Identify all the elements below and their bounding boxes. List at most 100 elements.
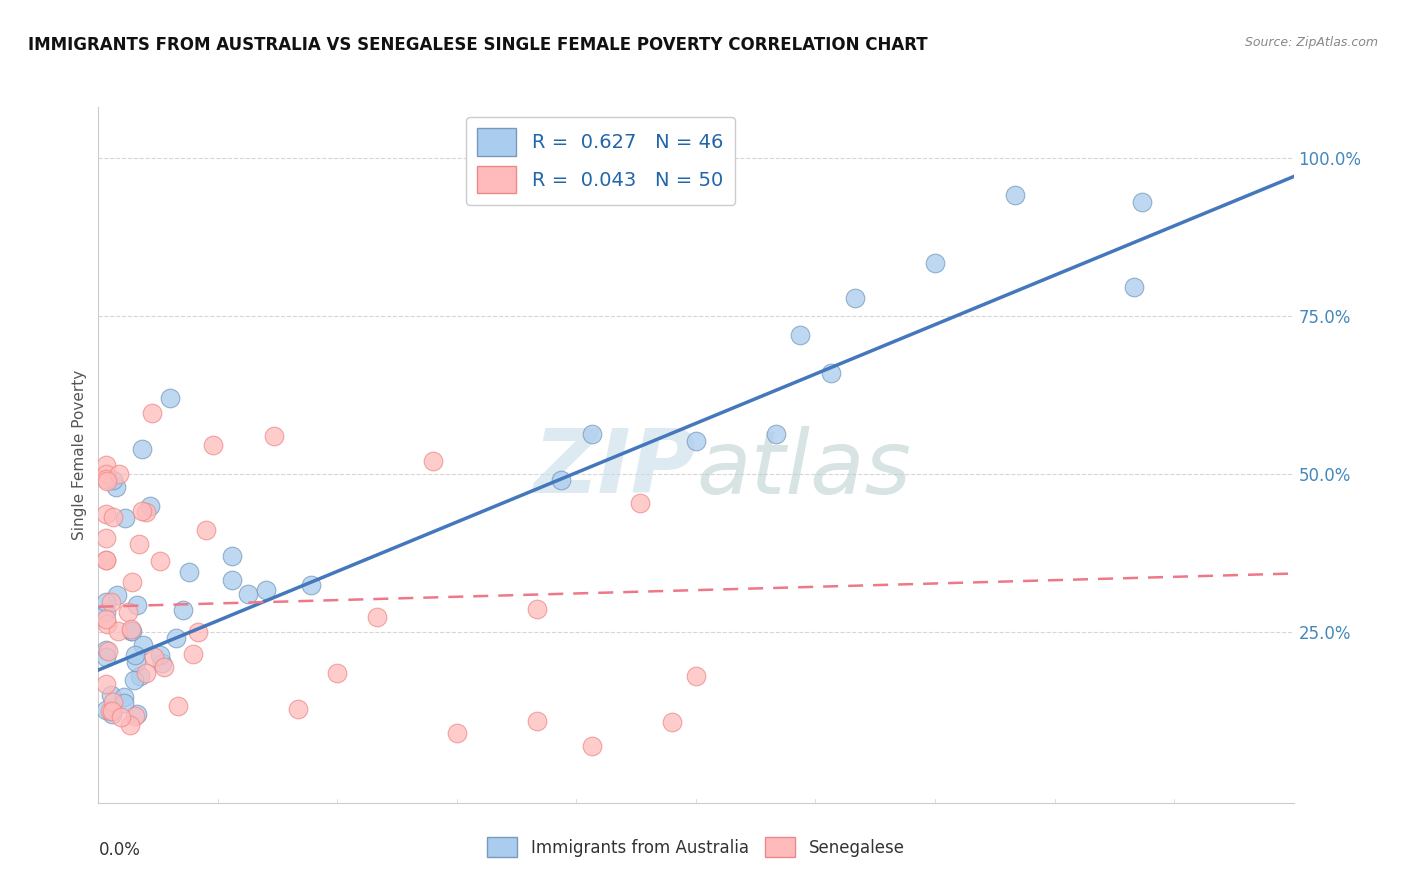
Point xyxy=(121,574,143,589)
Point xyxy=(96,677,118,691)
Point xyxy=(96,531,118,545)
Point xyxy=(150,656,173,670)
Point xyxy=(114,511,136,525)
Point xyxy=(112,690,135,705)
Point xyxy=(96,595,118,609)
Point xyxy=(124,708,146,723)
Point xyxy=(153,660,176,674)
Point xyxy=(101,704,124,718)
Point xyxy=(202,438,225,452)
Y-axis label: Single Female Poverty: Single Female Poverty xyxy=(72,370,87,540)
Point xyxy=(628,496,651,510)
Text: Source: ZipAtlas.com: Source: ZipAtlas.com xyxy=(1244,36,1378,49)
Point xyxy=(112,697,135,711)
Point xyxy=(167,698,190,713)
Point xyxy=(97,643,120,657)
Point xyxy=(96,474,118,488)
Point xyxy=(142,650,165,665)
Point xyxy=(299,577,322,591)
Point xyxy=(96,472,118,486)
Legend: Immigrants from Australia, Senegalese: Immigrants from Australia, Senegalese xyxy=(481,830,911,864)
Point xyxy=(100,594,122,608)
Point xyxy=(120,622,142,636)
Point xyxy=(131,442,153,456)
Point xyxy=(96,642,118,657)
Point xyxy=(96,650,118,665)
Point xyxy=(685,434,707,448)
Text: atlas: atlas xyxy=(696,425,911,512)
Point xyxy=(422,454,444,468)
Point xyxy=(254,583,277,598)
Point xyxy=(127,599,149,613)
Point xyxy=(820,366,842,380)
Point xyxy=(221,574,243,588)
Point xyxy=(236,587,259,601)
Point xyxy=(550,473,572,487)
Point xyxy=(765,426,787,441)
Point xyxy=(125,655,148,669)
Point xyxy=(96,612,118,626)
Point xyxy=(98,704,121,718)
Point xyxy=(789,327,811,342)
Point xyxy=(581,739,603,753)
Point xyxy=(96,703,118,717)
Point xyxy=(685,669,707,683)
Point xyxy=(121,624,143,638)
Point xyxy=(221,549,243,563)
Point xyxy=(141,406,163,420)
Point xyxy=(366,610,388,624)
Point xyxy=(104,479,127,493)
Point xyxy=(125,707,148,722)
Point xyxy=(661,714,683,729)
Point xyxy=(96,467,118,481)
Point xyxy=(128,536,150,550)
Point xyxy=(135,505,157,519)
Point xyxy=(100,688,122,702)
Text: 0.0%: 0.0% xyxy=(98,841,141,859)
Point xyxy=(326,665,349,680)
Point xyxy=(128,669,150,683)
Point xyxy=(287,702,309,716)
Point xyxy=(105,588,128,602)
Point xyxy=(108,467,131,482)
Point xyxy=(263,429,285,443)
Point xyxy=(96,617,118,632)
Point xyxy=(103,695,125,709)
Point xyxy=(149,648,172,663)
Point xyxy=(132,638,155,652)
Point xyxy=(526,602,548,616)
Point xyxy=(181,647,204,661)
Point xyxy=(581,426,603,441)
Point xyxy=(179,565,201,579)
Point xyxy=(1004,187,1026,202)
Point xyxy=(96,507,118,521)
Point xyxy=(159,391,181,405)
Point xyxy=(96,605,118,619)
Point xyxy=(1123,280,1146,294)
Text: ZIP: ZIP xyxy=(533,425,696,512)
Point xyxy=(526,714,548,728)
Point xyxy=(120,624,142,638)
Point xyxy=(96,553,118,567)
Point xyxy=(122,673,145,688)
Text: IMMIGRANTS FROM AUSTRALIA VS SENEGALESE SINGLE FEMALE POVERTY CORRELATION CHART: IMMIGRANTS FROM AUSTRALIA VS SENEGALESE … xyxy=(28,36,928,54)
Point xyxy=(446,726,468,740)
Point xyxy=(96,458,118,472)
Point xyxy=(117,605,139,619)
Point xyxy=(844,291,866,305)
Point xyxy=(96,553,118,567)
Point xyxy=(172,603,194,617)
Point xyxy=(187,624,209,639)
Point xyxy=(120,718,142,732)
Point xyxy=(149,554,172,568)
Point xyxy=(101,473,124,487)
Point xyxy=(138,499,160,513)
Point xyxy=(107,624,129,639)
Point xyxy=(101,510,124,524)
Point xyxy=(165,631,187,645)
Point xyxy=(1130,194,1153,209)
Point xyxy=(135,666,157,681)
Point xyxy=(124,648,146,662)
Point xyxy=(194,523,217,537)
Point xyxy=(131,504,153,518)
